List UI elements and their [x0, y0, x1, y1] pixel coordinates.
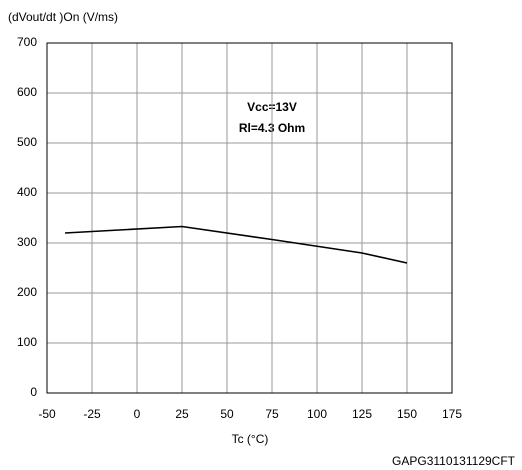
x-tick-label: 75 — [265, 407, 279, 421]
x-tick-label: -50 — [38, 407, 56, 421]
y-tick-label: 100 — [17, 335, 37, 349]
y-tick-label: 300 — [17, 235, 37, 249]
y-axis-label: (dVout/dt )On (V/ms) — [8, 10, 118, 24]
y-tick-label: 600 — [17, 85, 37, 99]
x-axis-label: Tc (°C) — [232, 432, 269, 446]
x-tick-label: 125 — [352, 407, 372, 421]
x-tick-label: 175 — [442, 407, 462, 421]
footer: GAPG3110131129CFT — [392, 454, 516, 468]
x-tick-label: 25 — [175, 407, 189, 421]
x-tick-label: -25 — [83, 407, 101, 421]
y-tick-label: 0 — [30, 385, 37, 399]
line — [64, 225, 408, 264]
plot-frame — [46, 42, 453, 394]
x-tick-label: 150 — [397, 407, 417, 421]
x-tick-label: 0 — [134, 407, 141, 421]
x-tick-label: 50 — [220, 407, 234, 421]
y-tick-label: 700 — [17, 35, 37, 49]
x-tick-label: 100 — [307, 407, 327, 421]
y-tick-label: 200 — [17, 285, 37, 299]
y-tick-label: 500 — [17, 135, 37, 149]
y-tick-label: 400 — [17, 185, 37, 199]
